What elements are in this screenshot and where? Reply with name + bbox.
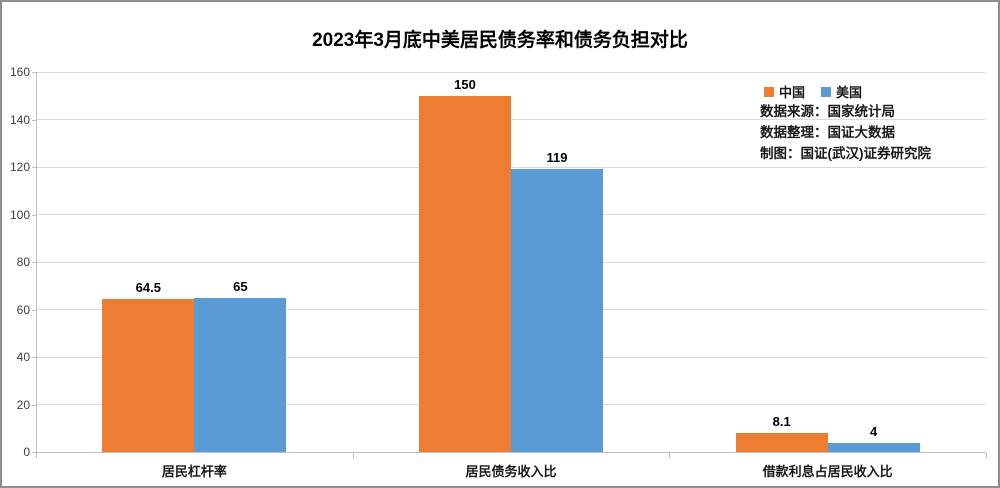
legend-swatch-usa (821, 86, 832, 97)
y-axis-tick-label: 40 (16, 350, 30, 364)
chart-title: 2023年3月底中美居民债务率和债务负担对比 (312, 30, 688, 51)
y-axis-tick-mark (32, 404, 36, 406)
x-axis-tick-mark (986, 453, 987, 458)
y-axis-line (36, 72, 37, 452)
y-axis-tick-label: 140 (9, 112, 30, 127)
y-axis-tick-label: 80 (16, 255, 30, 269)
bar-美国-居民债务收入比 (511, 169, 603, 452)
y-axis-tick-mark (32, 119, 36, 121)
legend: 中国 美国 (764, 82, 862, 101)
legend-label-china: 中国 (779, 85, 806, 100)
y-axis-tick-label: 0 (23, 445, 30, 459)
bar-value-label: 119 (546, 150, 568, 166)
category-label: 借款利息占居民收入比 (762, 464, 893, 479)
bar-value-label: 150 (454, 76, 476, 92)
y-axis-tick-label: 160 (9, 65, 30, 79)
y-axis-tick-mark (32, 452, 36, 453)
y-axis-tick-mark (32, 167, 36, 168)
y-axis-tick-label: 20 (16, 397, 30, 412)
y-axis-tick-mark (32, 214, 36, 216)
bar-中国-居民杠杆率 (102, 298, 195, 452)
y-axis-tick-mark (32, 72, 36, 73)
y-gridline (36, 119, 986, 120)
category-label: 居民债务收入比 (465, 464, 557, 479)
legend-item-china: 中国 (764, 82, 805, 101)
y-axis-tick-label: 60 (16, 302, 30, 317)
y-axis-tick-mark (32, 357, 36, 358)
source-line-compiler: 数据整理：国证大数据 (760, 125, 895, 140)
source-notes: 数据来源：国家统计局 数据整理：国证大数据 制图：国证(武汉)证券研究院 (760, 101, 931, 164)
bar-value-label: 65 (233, 278, 248, 294)
bar-value-label: 64.5 (135, 279, 161, 295)
y-gridline (36, 71, 986, 73)
x-axis-tick-mark (352, 453, 354, 458)
source-line-datasource: 数据来源：国家统计局 (760, 104, 895, 119)
x-axis-line (36, 452, 986, 453)
y-axis-tick-label: 100 (9, 207, 30, 222)
bar-美国-居民杠杆率 (194, 297, 287, 452)
legend-label-usa: 美国 (836, 85, 863, 100)
y-axis-tick-mark (32, 309, 36, 311)
bar-美国-借款利息占居民收入比 (827, 442, 920, 452)
bar-value-label: 4 (870, 423, 878, 439)
legend-item-usa: 美国 (821, 82, 862, 101)
category-label: 居民杠杆率 (161, 464, 227, 479)
source-line-author: 制图：国证(武汉)证券研究院 (760, 146, 931, 161)
y-gridline (36, 166, 986, 168)
x-axis-tick-mark (669, 453, 671, 458)
x-axis-tick-mark (36, 453, 37, 458)
bar-中国-居民债务收入比 (419, 95, 511, 452)
legend-swatch-china (764, 86, 774, 97)
bar-中国-借款利息占居民收入比 (735, 432, 828, 452)
y-axis-tick-label: 120 (9, 160, 30, 174)
y-axis-tick-mark (32, 262, 36, 263)
bar-value-label: 8.1 (772, 413, 791, 429)
